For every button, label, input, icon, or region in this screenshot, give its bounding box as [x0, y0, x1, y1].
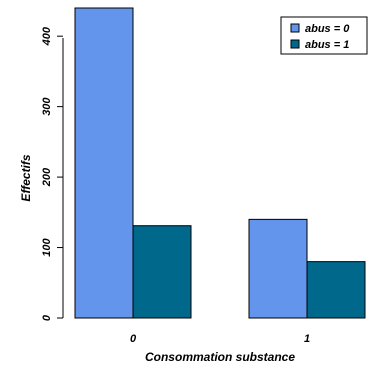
legend: abus = 0 abus = 1 [280, 16, 368, 55]
bars-group [74, 7, 366, 319]
x-tick-label-1: 1 [304, 333, 310, 345]
legend-swatch-abus-1 [290, 39, 300, 49]
bar-cat-1-series-0 [248, 218, 308, 319]
bar-cat-1-series-1 [306, 261, 366, 319]
legend-label-abus-0: abus = 0 [305, 23, 350, 35]
bar-cat-0-series-1 [132, 225, 192, 319]
y-tick-label-0: 0 [41, 314, 53, 321]
y-tick-label-100: 100 [41, 237, 53, 256]
y-tick-label-200: 200 [41, 167, 53, 187]
y-axis-ticks: 0 100 200 300 400 [41, 26, 63, 321]
y-tick-label-400: 400 [41, 26, 53, 46]
x-axis-label: Consommation substance [145, 350, 295, 364]
bar-cat-0-series-0 [74, 7, 134, 319]
y-tick-label-300: 300 [41, 97, 53, 116]
legend-swatch-abus-0 [290, 23, 300, 33]
x-tick-label-0: 0 [130, 333, 137, 345]
y-axis-label: Effectifs [19, 154, 33, 201]
legend-label-abus-1: abus = 1 [305, 39, 349, 51]
